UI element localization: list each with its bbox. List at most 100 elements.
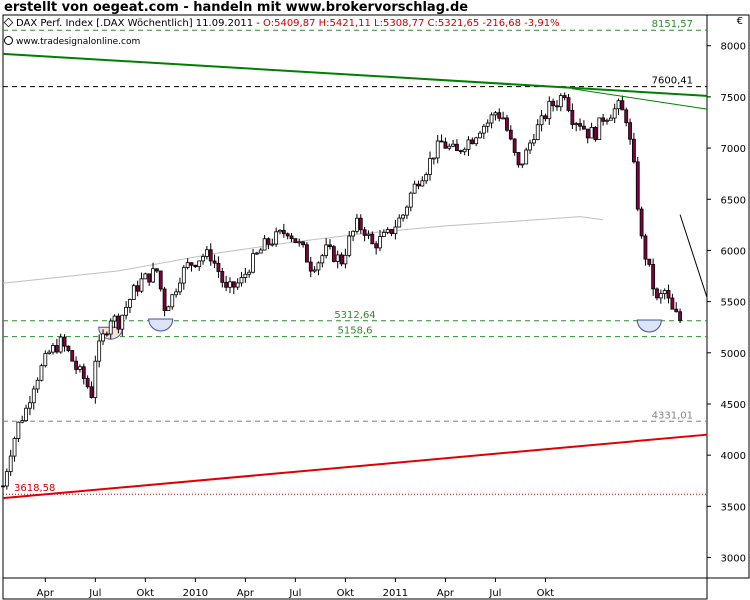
candle-body [70,350,75,362]
candle-body [651,264,656,290]
level-label: 7600,41 [652,76,693,87]
candle-body [147,273,152,283]
candle-body [451,143,455,147]
symbol-info: DAX Perf. Index [.DAX Wöchentlich] 11.09… [16,18,264,29]
candle-body [235,282,240,288]
candle-body [539,115,544,126]
candle-body [251,253,255,273]
candle-body [62,336,67,347]
candle-body [485,122,490,127]
candle-body [255,252,259,255]
candle-body [366,233,371,236]
candle-body [197,260,202,268]
candle-body [647,258,652,265]
candle-body [312,269,317,272]
candle-body [270,243,275,246]
candle-body [570,110,575,125]
candle-body [585,128,590,139]
candle-body [112,315,117,322]
candle-body [35,379,40,390]
candle-body [551,100,556,107]
copyright-icon [4,36,13,45]
candle-body [1,485,5,488]
candle-body [670,297,675,310]
candle-body [8,455,13,473]
candle-body [605,119,609,122]
y-tick-label: 7500 [721,93,746,104]
candle-body [128,299,132,308]
candle-body [204,249,209,257]
candle-body [620,100,625,111]
candle-body [12,438,17,457]
candle-body [662,290,667,294]
candle-body [612,108,617,119]
source-line: www.tradesignalonline.com [4,36,140,47]
candle-body [508,129,513,140]
candle-body [285,233,290,237]
y-tick-label: 3000 [721,554,746,565]
candle-body [655,288,659,299]
candle-body [201,256,205,262]
candle-body [593,127,598,141]
candle-body [581,125,586,130]
highlight-circle [636,319,662,333]
level-label: 4331,01 [652,410,693,421]
x-tick-label: Apr [237,588,255,599]
candle-body [297,241,302,244]
x-tick-label: Okt [137,588,155,599]
candle-body [574,123,579,125]
plot-frame [2,14,708,579]
candle-body [524,149,529,165]
candle-body [89,386,94,398]
candle-body [385,229,390,233]
candle-body [58,336,63,353]
candle-body [335,254,340,262]
candle-body [597,117,602,141]
candle-body [478,132,482,139]
y-tick-label: 4500 [721,400,746,411]
x-tick-label: Apr [37,588,55,599]
candle-body [547,100,552,120]
candle-body [608,117,613,121]
candle-body [97,340,102,362]
candle-body [497,112,502,119]
candle-body [528,142,532,151]
candle-body [462,148,467,153]
x-tick-label: 2010 [183,588,208,599]
green-trend-line [2,52,708,97]
candle-body [455,143,459,151]
candle-body [416,183,421,187]
candle-body [474,137,479,145]
candle-body [616,100,621,110]
candle-body [81,366,86,379]
candle-body [566,97,571,111]
candle-body [516,152,521,166]
candle-body [447,145,452,149]
candle-body [320,255,325,264]
candle-body [358,217,363,231]
candle-body [135,285,140,292]
x-tick-label: Apr [437,588,455,599]
candle-body [635,161,640,210]
candle-body [220,271,225,283]
candle-body [181,267,186,284]
moving-average-line [2,216,604,284]
candle-body [224,281,229,288]
source-text: www.tradesignalonline.com [16,37,141,47]
candle-body [16,421,21,439]
candle-body [212,260,217,264]
candle-body [443,141,448,149]
candle-body [355,217,359,232]
level-label: 5158,6 [338,326,373,337]
candle-body [470,139,475,145]
candle-body [535,124,540,141]
candle-body [343,254,348,265]
candle-body [151,268,155,283]
y-tick-label: 5000 [721,349,746,360]
candle-body [405,206,409,216]
candle-body [531,139,536,144]
candle-body [47,351,52,354]
candle-body [624,109,629,124]
candle-body [158,270,163,290]
